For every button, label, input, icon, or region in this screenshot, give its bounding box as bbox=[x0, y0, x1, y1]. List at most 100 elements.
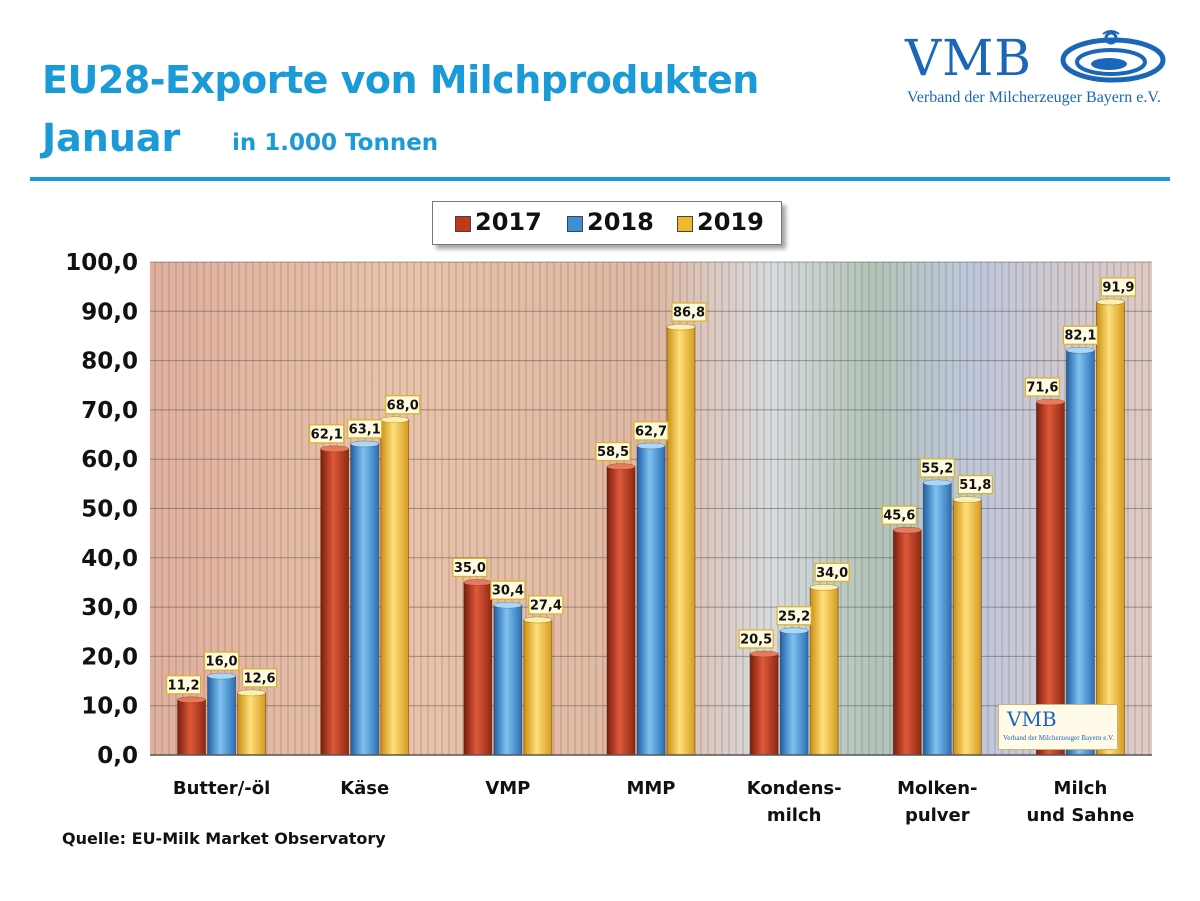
data-label: 71,6 bbox=[1026, 381, 1058, 396]
data-label: 51,8 bbox=[959, 478, 991, 493]
source-note: Quelle: EU-Milk Market Observatory bbox=[62, 829, 386, 848]
data-label: 62,1 bbox=[311, 427, 343, 442]
vmb-logo: VMB Verband der Milcherzeuger Bayern e.V… bbox=[905, 28, 1175, 112]
bar-cap-2019-6 bbox=[1096, 298, 1125, 306]
bar-2019-5 bbox=[952, 499, 982, 756]
bar-cap-2018-1 bbox=[350, 440, 380, 448]
x-tick-label: MMP bbox=[626, 778, 675, 799]
y-tick-label: 80,0 bbox=[81, 349, 138, 375]
data-label-box bbox=[957, 475, 993, 495]
data-label: 35,0 bbox=[454, 561, 486, 576]
legend-swatch-2019 bbox=[677, 216, 693, 232]
bar-cap-2017-1 bbox=[320, 445, 350, 453]
bar-cap-2017-6 bbox=[1036, 398, 1065, 406]
bar-cap-2017-2 bbox=[463, 579, 493, 586]
bar-cap-2018-2 bbox=[493, 601, 523, 609]
bar-cap-2018-0 bbox=[207, 672, 236, 680]
data-label: 82,1 bbox=[1064, 329, 1096, 344]
y-tick-label: 30,0 bbox=[81, 595, 138, 621]
legend-swatch-2018 bbox=[567, 216, 583, 232]
y-axis-ticks: 0,0 10,0 20,0 30,0 40,0 50,0 60,0 70,0 80,0 90,0 1… bbox=[65, 250, 138, 769]
y-tick-label: 0,0 bbox=[97, 743, 138, 769]
y-tick-label: 70,0 bbox=[81, 398, 138, 424]
data-label: 11,2 bbox=[168, 678, 200, 693]
bar-2018-6 bbox=[1066, 349, 1095, 756]
legend-label-2017: 2017 bbox=[475, 208, 542, 236]
bar-cap-2017-3 bbox=[606, 463, 636, 470]
bar-cap-2019-5 bbox=[952, 496, 982, 503]
x-tick-label: Butter/-öl bbox=[173, 778, 270, 799]
bar-2018-2 bbox=[493, 604, 523, 756]
x-tick-label: Molken- bbox=[897, 778, 977, 799]
y-tick-label: 20,0 bbox=[81, 644, 138, 670]
data-label-box bbox=[595, 441, 631, 462]
bar-2018-5 bbox=[922, 482, 952, 756]
data-label: 16,0 bbox=[206, 655, 238, 670]
bar-cap-2017-0 bbox=[177, 696, 206, 704]
bar-2019-6 bbox=[1096, 301, 1125, 756]
chart-title-line1: EU28-Exporte von Milchprodukten bbox=[42, 58, 759, 102]
bar-2018-4 bbox=[779, 630, 809, 756]
data-label-box bbox=[814, 562, 850, 582]
bar-cap-2018-4 bbox=[779, 627, 809, 635]
bar-cap-2017-5 bbox=[892, 526, 922, 534]
data-label: 27,4 bbox=[530, 598, 562, 613]
bar-cap-2018-6 bbox=[1066, 346, 1095, 354]
data-label: 86,8 bbox=[673, 306, 705, 321]
bar-2018-1 bbox=[350, 443, 380, 756]
bar-2017-3 bbox=[606, 466, 636, 756]
x-tick-label: pulver bbox=[905, 805, 970, 826]
bar-cap-2019-2 bbox=[523, 616, 553, 624]
bar-2019-2 bbox=[523, 619, 553, 756]
bar-cap-2019-4 bbox=[809, 584, 839, 591]
watermark-logo-text: VMB bbox=[1007, 707, 1057, 731]
x-tick-label: Käse bbox=[340, 778, 389, 799]
data-label: 34,0 bbox=[816, 566, 848, 581]
bar-cap-2019-1 bbox=[380, 416, 410, 424]
data-label: 30,4 bbox=[492, 584, 524, 599]
y-tick-label: 10,0 bbox=[81, 694, 138, 720]
bar-cap-2018-5 bbox=[922, 479, 952, 487]
logo-text: VMB bbox=[905, 29, 1033, 87]
bar-2017-0 bbox=[177, 699, 206, 756]
x-tick-label: Milch bbox=[1054, 778, 1108, 799]
bar-2017-6 bbox=[1036, 401, 1065, 756]
bar-2017-1 bbox=[320, 448, 350, 756]
bar-cap-2019-0 bbox=[237, 689, 266, 697]
legend-label-2019: 2019 bbox=[697, 208, 764, 236]
y-tick-label: 50,0 bbox=[81, 497, 138, 523]
watermark-logo: VMB Verband der Milcherzeuger Bayern e.V… bbox=[998, 704, 1118, 750]
data-label: 91,9 bbox=[1102, 280, 1134, 295]
x-tick-label: Kondens- bbox=[747, 778, 842, 799]
data-label: 62,7 bbox=[635, 424, 667, 439]
data-label-box bbox=[1062, 325, 1099, 345]
data-label-box bbox=[881, 505, 917, 525]
data-label-box bbox=[1100, 277, 1137, 297]
y-tick-label: 40,0 bbox=[81, 546, 138, 572]
y-tick-label: 90,0 bbox=[81, 299, 138, 325]
x-axis-ticks: Butter/-öl Käse VMP MMP Kondens-milch Molken-… bbox=[173, 778, 1134, 826]
bar-2019-1 bbox=[380, 419, 410, 756]
data-label-box bbox=[309, 424, 345, 444]
data-label: 68,0 bbox=[387, 398, 419, 413]
data-label: 63,1 bbox=[349, 422, 381, 437]
bar-cap-2019-3 bbox=[666, 323, 696, 331]
logo-subtitle: Verband der Milcherzeuger Bayern e.V. bbox=[907, 89, 1161, 106]
data-label-box bbox=[633, 421, 669, 441]
x-tick-label: und Sahne bbox=[1027, 805, 1135, 826]
bars bbox=[177, 298, 1125, 756]
bar-cap-2018-3 bbox=[636, 442, 666, 450]
data-label-box bbox=[490, 580, 526, 600]
data-label: 25,2 bbox=[778, 609, 810, 624]
chart-title-line2: Januar bbox=[42, 116, 181, 160]
y-tick-label: 60,0 bbox=[81, 447, 138, 473]
bar-2018-0 bbox=[207, 675, 236, 756]
data-labels: 11,2 16,0 12,6 62,1 63,1 68,0 35,0 30,4 27,4 58,5… bbox=[165, 277, 1137, 695]
x-tick-label: milch bbox=[767, 805, 822, 826]
bar-2017-5 bbox=[892, 529, 922, 756]
data-label-box bbox=[919, 458, 955, 478]
bar-2019-3 bbox=[666, 326, 696, 756]
x-tick-label: VMP bbox=[485, 778, 530, 799]
y-tick-label: 100,0 bbox=[65, 250, 138, 276]
data-label: 12,6 bbox=[244, 671, 276, 686]
